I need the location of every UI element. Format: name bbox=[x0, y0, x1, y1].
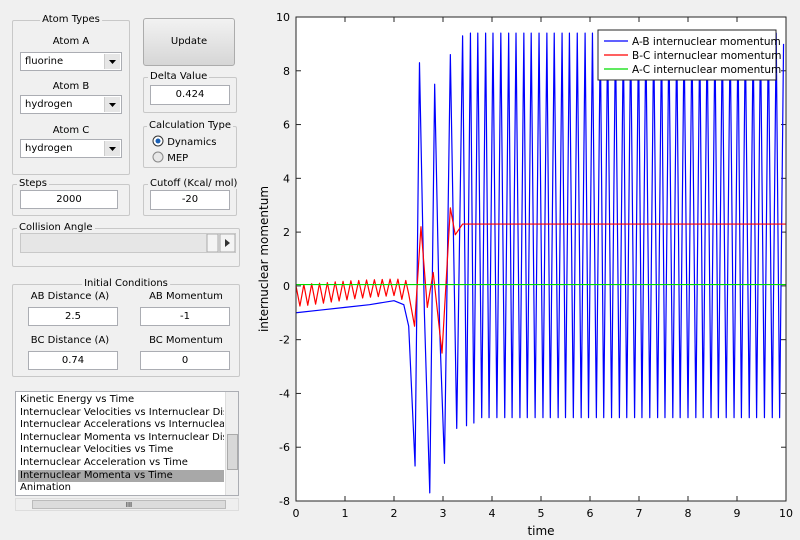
field-input[interactable]: 0.74 bbox=[28, 351, 118, 370]
calc-type-panel: Calculation Type bbox=[143, 120, 237, 168]
y-tick-label: -6 bbox=[279, 441, 290, 454]
x-tick-label: 1 bbox=[342, 507, 349, 520]
panel-title: Collision Angle bbox=[17, 222, 95, 233]
y-tick-label: 2 bbox=[283, 226, 290, 239]
x-tick-label: 7 bbox=[636, 507, 643, 520]
x-tick-label: 4 bbox=[489, 507, 496, 520]
axes-box bbox=[295, 16, 787, 502]
atom-label: Atom A bbox=[52, 36, 90, 47]
x-tick-label: 3 bbox=[440, 507, 447, 520]
field-input[interactable]: 0 bbox=[140, 351, 230, 370]
scrollbar bbox=[225, 392, 238, 495]
list-item[interactable]: Internuclear Acceleration vs Time bbox=[20, 457, 188, 468]
collision-panel: Collision Angle bbox=[12, 222, 240, 267]
select-value: hydrogen bbox=[25, 99, 73, 110]
radio-icon bbox=[152, 151, 164, 163]
panel-title: Steps bbox=[17, 178, 49, 189]
atom-label: Atom C bbox=[52, 125, 90, 136]
delta-input[interactable]: 0.424 bbox=[150, 85, 230, 105]
y-tick-label: 6 bbox=[283, 119, 290, 132]
atom-select[interactable]: hydrogen bbox=[20, 139, 122, 158]
list-item[interactable]: Internuclear Momenta vs Time bbox=[18, 469, 224, 483]
list-item[interactable]: Internuclear Momenta vs Internuclear Dis… bbox=[20, 431, 224, 443]
h-scroll-thumb[interactable]: III bbox=[32, 500, 226, 509]
panel-title: Atom Types bbox=[40, 14, 102, 25]
list-item[interactable]: Kinetic Energy vs Time bbox=[20, 394, 135, 405]
radio-option[interactable]: MEP bbox=[152, 151, 188, 164]
y-tick-label: 0 bbox=[283, 280, 290, 293]
panel-title: Initial Conditions bbox=[82, 278, 170, 289]
initial-panel: Initial Conditions bbox=[12, 278, 240, 377]
atom-select[interactable]: fluorine bbox=[20, 52, 122, 71]
field-input[interactable]: 2.5 bbox=[28, 307, 118, 326]
radio-label: Dynamics bbox=[167, 137, 217, 148]
field-label: AB Distance (A) bbox=[30, 291, 110, 302]
x-axis-label: time bbox=[527, 524, 554, 538]
arrow-icon bbox=[109, 147, 116, 151]
legend-label: B-C internuclear momentum bbox=[632, 50, 782, 62]
y-tick-label: 10 bbox=[276, 11, 290, 24]
y-tick-label: -4 bbox=[279, 387, 290, 400]
dropdown-arrow bbox=[104, 54, 120, 69]
y-tick-label: -2 bbox=[279, 334, 290, 347]
y-tick-label: 8 bbox=[283, 65, 290, 78]
x-tick-label: 10 bbox=[779, 507, 793, 520]
arrow-icon bbox=[109, 103, 116, 107]
slider-graphics bbox=[206, 233, 236, 253]
legend-label: A-B internuclear momentum bbox=[632, 36, 781, 48]
panel-title: Cutoff (Kcal/ mol) bbox=[148, 178, 240, 189]
arrow-icon bbox=[109, 60, 116, 64]
field-label: BC Distance (A) bbox=[30, 335, 110, 346]
series-line bbox=[295, 32, 785, 494]
atom-types-panel: Atom Types bbox=[12, 14, 130, 175]
angle-slider[interactable] bbox=[20, 233, 236, 253]
x-tick-label: 5 bbox=[538, 507, 545, 520]
cutoff-input[interactable]: -20 bbox=[150, 190, 230, 210]
radio-label: MEP bbox=[167, 153, 189, 164]
update-button[interactable]: Update bbox=[143, 18, 235, 66]
h-scrollbar: III bbox=[15, 498, 239, 511]
steps-panel: Steps bbox=[12, 178, 130, 216]
steps-input[interactable]: 2000 bbox=[20, 190, 118, 209]
radio-option[interactable]: Dynamics bbox=[152, 135, 217, 148]
x-tick-label: 2 bbox=[391, 507, 398, 520]
field-label: AB Momentum bbox=[149, 291, 223, 302]
field-label: BC Momentum bbox=[149, 335, 223, 346]
y-axis-label: internuclear momentum bbox=[257, 186, 271, 332]
chart: -8 -6 -4 -2 0 2 4 6 8 10 0 1 2 3 4 5 6 7 8 9 10 time internucl… bbox=[257, 11, 793, 538]
select-value: fluorine bbox=[25, 56, 64, 67]
x-tick-label: 8 bbox=[685, 507, 692, 520]
list-item[interactable]: Animation bbox=[20, 482, 71, 494]
list-item[interactable]: Internuclear Velocities vs Internuclear … bbox=[20, 406, 224, 418]
list-item[interactable]: Internuclear Accelerations vs Internucle… bbox=[20, 419, 224, 431]
plot-list: Kinetic Energy vs Time Internuclear Veloc… bbox=[15, 391, 239, 496]
panel-title: Delta Value bbox=[148, 71, 210, 82]
legend-label: A-C internuclear momentum bbox=[632, 64, 781, 76]
cutoff-panel: Cutoff (Kcal/ mol) bbox=[143, 178, 240, 216]
dropdown-arrow bbox=[104, 141, 120, 156]
x-tick-label: 6 bbox=[587, 507, 594, 520]
atom-select[interactable]: hydrogen bbox=[20, 95, 122, 114]
list-item[interactable]: Internuclear Velocities vs Time bbox=[20, 444, 174, 456]
atom-label: Atom B bbox=[52, 81, 90, 92]
delta-panel: Delta Value bbox=[143, 71, 237, 113]
radio-icon bbox=[152, 135, 164, 147]
scroll-thumb[interactable] bbox=[227, 434, 238, 470]
series-line bbox=[295, 207, 786, 354]
select-value: hydrogen bbox=[25, 143, 73, 154]
panel-title: Calculation Type bbox=[147, 120, 233, 131]
y-tick-label: -8 bbox=[279, 495, 290, 508]
y-tick-label: 4 bbox=[283, 172, 290, 185]
field-input[interactable]: -1 bbox=[140, 307, 230, 326]
x-tick-label: 0 bbox=[293, 507, 300, 520]
x-tick-label: 9 bbox=[734, 507, 741, 520]
dropdown-arrow bbox=[104, 97, 120, 112]
